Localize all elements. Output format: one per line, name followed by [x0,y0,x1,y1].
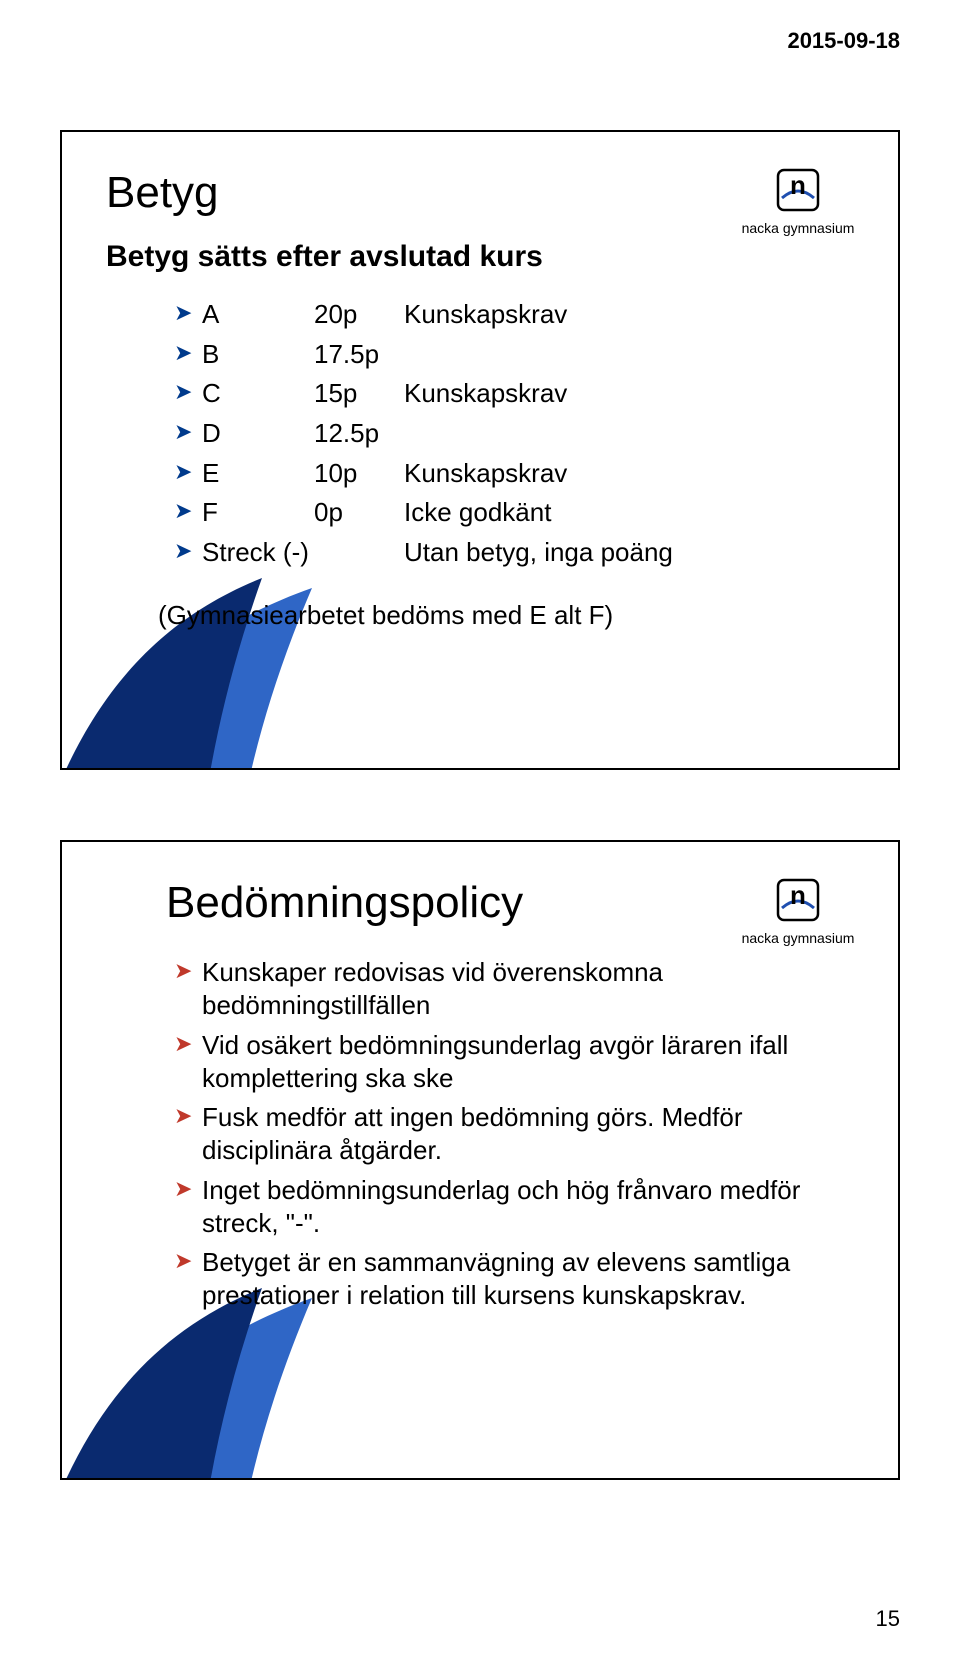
grade-desc: Kunskapskrav [404,455,854,493]
grade-letter: E [202,455,314,493]
bullet-arrow-icon: ➤ [174,956,202,987]
grade-row: ➤ D 12.5p [174,415,854,453]
grade-letter: D [202,415,314,453]
list-item: ➤ Inget bedömningsunderlag och hög frånv… [174,1174,854,1241]
grade-points: 20p [314,296,404,334]
list-item: ➤ Vid osäkert bedömningsunderlag avgör l… [174,1029,854,1096]
page-number: 15 [876,1606,900,1632]
slide-footnote: (Gymnasiearbetet bedöms med E alt F) [158,600,854,631]
grade-desc: Kunskapskrav [404,375,854,413]
grade-row: ➤ Streck (-) Utan betyg, inga poäng [174,534,854,572]
grade-letter: Streck (-) [202,534,404,572]
bullet-arrow-icon: ➤ [174,455,202,488]
header-date: 2015-09-18 [787,28,900,54]
list-item: ➤ Fusk medför att ingen bedömning görs. … [174,1101,854,1168]
grade-points: 15p [314,375,404,413]
bullet-text: Vid osäkert bedömningsunderlag avgör lär… [202,1029,854,1096]
bullet-arrow-icon: ➤ [174,494,202,527]
bullet-arrow-icon: ➤ [174,336,202,369]
grade-row: ➤ C 15p Kunskapskrav [174,375,854,413]
bullet-text: Betyget är en sammanvägning av elevens s… [202,1246,854,1313]
grade-row: ➤ B 17.5p [174,336,854,374]
grade-desc: Icke godkänt [404,494,854,532]
grade-row: ➤ A 20p Kunskapskrav [174,296,854,334]
grade-points: 17.5p [314,336,404,374]
grade-points: 12.5p [314,415,404,453]
grade-letter: B [202,336,314,374]
bullet-arrow-icon: ➤ [174,296,202,329]
slide-assessment-policy: n nacka gymnasium Bedömningspolicy ➤ Kun… [60,840,900,1480]
slide-title: Bedömningspolicy [166,878,854,928]
grade-letter: A [202,296,314,334]
slide-title: Betyg [106,168,854,218]
grade-points: 0p [314,494,404,532]
grade-row: ➤ F 0p Icke godkänt [174,494,854,532]
grade-table: ➤ A 20p Kunskapskrav ➤ B 17.5p ➤ C 15p K… [174,296,854,572]
bullet-arrow-icon: ➤ [174,1174,202,1205]
bullet-list: ➤ Kunskaper redovisas vid överenskomna b… [174,956,854,1313]
bullet-arrow-icon: ➤ [174,1101,202,1132]
list-item: ➤ Betyget är en sammanvägning av elevens… [174,1246,854,1313]
grade-row: ➤ E 10p Kunskapskrav [174,455,854,493]
grade-letter: F [202,494,314,532]
grade-desc: Kunskapskrav [404,296,854,334]
bullet-arrow-icon: ➤ [174,375,202,408]
bullet-text: Fusk medför att ingen bedömning görs. Me… [202,1101,854,1168]
bullet-text: Kunskaper redovisas vid överenskomna bed… [202,956,854,1023]
slide-grades: n nacka gymnasium Betyg Betyg sätts efte… [60,130,900,770]
page: 2015-09-18 15 n nacka gymnasium Betyg Be… [0,0,960,1672]
bullet-arrow-icon: ➤ [174,1029,202,1060]
bullet-arrow-icon: ➤ [174,534,202,567]
bullet-arrow-icon: ➤ [174,1246,202,1277]
list-item: ➤ Kunskaper redovisas vid överenskomna b… [174,956,854,1023]
slide-subtitle: Betyg sätts efter avslutad kurs [106,240,854,274]
grade-letter: C [202,375,314,413]
bullet-arrow-icon: ➤ [174,415,202,448]
grade-desc: Utan betyg, inga poäng [404,534,854,572]
grade-points: 10p [314,455,404,493]
bullet-text: Inget bedömningsunderlag och hög frånvar… [202,1174,854,1241]
